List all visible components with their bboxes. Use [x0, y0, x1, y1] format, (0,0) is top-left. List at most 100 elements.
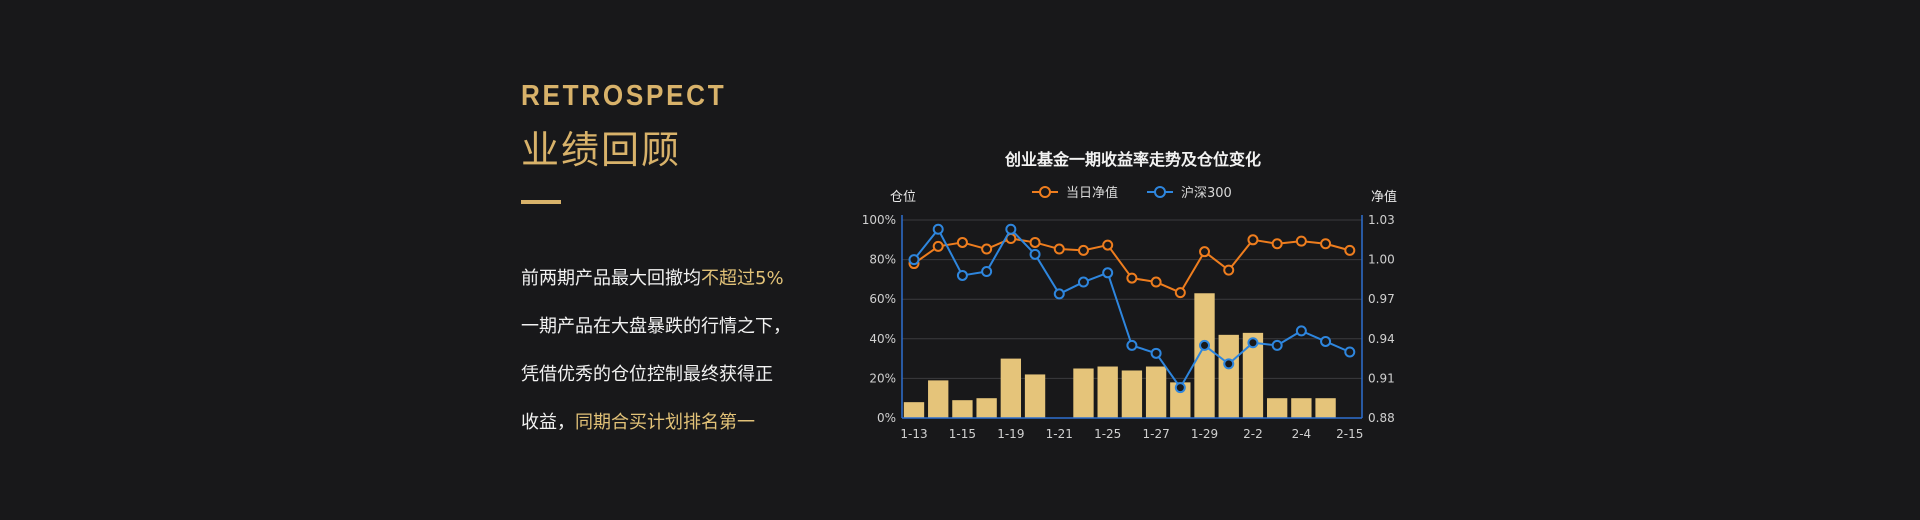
summary-text: 收益， — [521, 412, 575, 433]
right-tick-label: 0.97 — [1368, 292, 1395, 306]
series-point — [1199, 339, 1211, 351]
x-tick-label: 2-15 — [1336, 427, 1363, 441]
right-axis-label: 净值 — [1371, 189, 1397, 205]
position-bar — [1000, 358, 1022, 418]
position-bar — [903, 402, 925, 418]
summary-paragraph: 前两期产品最大回撤均不超过5% 一期产品在大盘暴跌的行情之下， 凭借优秀的仓位控… — [521, 255, 821, 447]
series-point — [1005, 223, 1017, 235]
right-tick-label: 1.03 — [1368, 213, 1395, 227]
chart-legend: 当日净值 沪深300 — [1032, 185, 1232, 201]
legend-swatch-marker — [1039, 186, 1051, 198]
series-point — [1344, 346, 1356, 358]
position-bar — [1266, 398, 1288, 418]
series-point — [1150, 347, 1162, 359]
series-point — [1223, 264, 1235, 276]
series-point — [1053, 288, 1065, 300]
series-point — [1174, 287, 1186, 299]
series-point — [1150, 276, 1162, 288]
left-tick-label: 0% — [877, 411, 896, 425]
x-tick-label: 1-19 — [997, 427, 1024, 441]
series-point — [1271, 238, 1283, 250]
series-point — [1102, 267, 1114, 279]
summary-line-4: 收益，同期合买计划排名第一 — [521, 399, 821, 447]
series-point — [1102, 239, 1114, 251]
series-point — [1126, 272, 1138, 284]
position-bar — [1291, 398, 1312, 418]
legend-label: 沪深300 — [1181, 185, 1232, 201]
summary-line-1: 前两期产品最大回撤均不超过5% — [521, 255, 821, 303]
chart-ticks: 100% 1.03 80% 1.00 60% 0.97 40% 0.94 20% 0.91 0% 0.… — [862, 213, 1395, 441]
chart-canvas: 创业基金一期收益率走势及仓位变化 仓位 净值 当日净值 沪深300 100% 1.0… — [862, 150, 1397, 441]
series-point — [1295, 325, 1307, 337]
summary-highlight: 同期合买计划排名第一 — [575, 412, 755, 433]
position-bar — [1073, 368, 1094, 418]
position-bar — [928, 380, 949, 418]
position-bar — [1024, 374, 1046, 418]
performance-chart: 创业基金一期收益率走势及仓位变化 仓位 净值 当日净值 沪深300 100% 1.0… — [860, 140, 1400, 460]
series-point — [1053, 243, 1065, 255]
position-bar — [952, 400, 973, 418]
text-panel: RETROSPECT 业绩回顾 前两期产品最大回撤均不超过5% 一期产品在大盘暴… — [521, 74, 821, 447]
summary-text: 前两期产品最大回撤均 — [521, 268, 701, 289]
summary-line-2: 一期产品在大盘暴跌的行情之下， — [521, 316, 791, 337]
x-tick-label: 2-2 — [1243, 427, 1263, 441]
series-point — [1029, 236, 1041, 248]
left-tick-label: 80% — [869, 253, 896, 267]
legend-swatch-marker — [1154, 186, 1166, 198]
series-point — [1247, 234, 1259, 246]
right-tick-label: 1.00 — [1368, 253, 1395, 267]
left-tick-label: 100% — [862, 213, 896, 227]
x-tick-label: 1-27 — [1142, 427, 1169, 441]
x-tick-label: 1-29 — [1191, 427, 1218, 441]
position-bar — [1170, 382, 1191, 418]
left-tick-label: 60% — [869, 292, 896, 306]
heading-divider — [521, 200, 561, 204]
left-tick-label: 20% — [869, 371, 896, 385]
series-point — [1077, 276, 1089, 288]
chart-axes — [901, 215, 1363, 419]
position-bar — [1097, 366, 1118, 418]
left-axis-label: 仓位 — [890, 190, 916, 205]
x-tick-label: 1-13 — [900, 427, 927, 441]
position-bar — [1145, 366, 1167, 418]
series-point — [981, 265, 993, 277]
x-tick-label: 1-21 — [1046, 427, 1073, 441]
series-point — [956, 269, 968, 281]
series-point — [1344, 244, 1356, 256]
x-tick-label: 1-15 — [949, 427, 976, 441]
series-point — [1199, 246, 1211, 258]
position-bar — [976, 398, 997, 418]
x-tick-label: 2-4 — [1292, 427, 1312, 441]
series-line — [913, 237, 1351, 294]
series-point — [1271, 339, 1283, 351]
series-point — [1029, 248, 1041, 260]
series-point — [1247, 337, 1259, 349]
series-point — [1295, 235, 1307, 247]
position-bar — [1242, 332, 1264, 418]
summary-highlight: 不超过5% — [701, 268, 784, 289]
series-point — [956, 236, 968, 248]
chart-title: 创业基金一期收益率走势及仓位变化 — [1004, 150, 1261, 169]
section-heading: 业绩回顾 — [521, 128, 682, 172]
position-bar — [1315, 398, 1336, 418]
series-point — [932, 240, 944, 252]
position-bar — [1194, 293, 1215, 418]
summary-line-3: 凭借优秀的仓位控制最终获得正 — [521, 364, 773, 385]
right-tick-label: 0.88 — [1368, 411, 1395, 425]
series-line — [913, 228, 1351, 389]
right-tick-label: 0.91 — [1368, 371, 1395, 385]
series-point — [1126, 339, 1138, 351]
series-point — [908, 254, 920, 266]
series-point — [981, 243, 993, 255]
position-bars — [903, 293, 1336, 418]
section-kicker: RETROSPECT — [521, 80, 727, 112]
position-bar — [1218, 334, 1239, 418]
legend-label: 当日净值 — [1066, 185, 1118, 201]
nav-lines — [908, 223, 1356, 394]
series-point — [1320, 238, 1332, 250]
series-point — [932, 223, 944, 235]
series-point — [1174, 382, 1186, 394]
series-point — [1320, 335, 1332, 347]
x-tick-label: 1-25 — [1094, 427, 1121, 441]
right-tick-label: 0.94 — [1368, 332, 1395, 346]
